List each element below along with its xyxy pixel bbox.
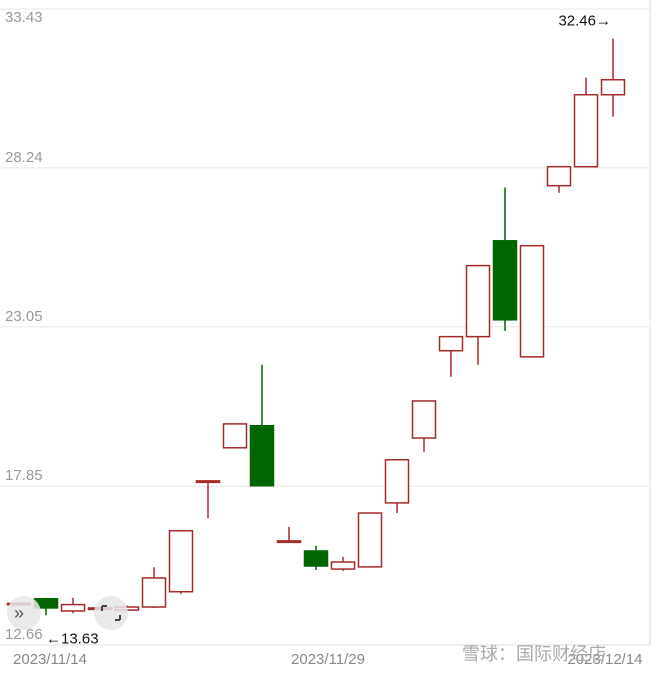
watermark: 雪球：国际财经店 — [462, 644, 606, 664]
candle-body — [438, 335, 464, 352]
candle-body — [195, 480, 221, 484]
candle-body — [546, 165, 572, 187]
x-tick-label: 2023/12/14 — [567, 651, 642, 668]
candle-body — [141, 577, 167, 608]
candle-body — [411, 400, 437, 439]
candle-body — [600, 78, 626, 96]
candle-body — [249, 425, 275, 487]
candle-body — [222, 423, 248, 449]
fullscreen-icon — [101, 605, 121, 621]
candle-body — [60, 603, 86, 612]
candle-body — [330, 561, 356, 570]
expand-icon: » — [14, 603, 24, 623]
fullscreen-button[interactable] — [94, 596, 128, 630]
candle-body — [276, 540, 302, 544]
plot-area: 12.66 17.85 23.05 28.24 33.43 2023/11/14 2023/… — [0, 8, 650, 668]
expand-button[interactable] — [7, 596, 41, 630]
candle-body — [573, 93, 599, 168]
annotation: 32.46→ — [558, 13, 611, 30]
candle-body — [519, 244, 545, 358]
y-tick-label: 17.85 — [5, 467, 43, 484]
x-tick-label: 2023/11/14 — [13, 651, 87, 668]
candle-body — [168, 530, 194, 593]
candle-body — [303, 550, 329, 567]
y-tick-label: 23.05 — [5, 308, 43, 325]
y-tick-label: 12.66 — [5, 626, 43, 643]
x-tick-label: 2023/11/29 — [291, 651, 365, 668]
candle-body — [357, 512, 383, 568]
y-tick-label: 33.43 — [5, 9, 43, 26]
candle-body — [465, 264, 491, 338]
y-tick-label: 28.24 — [5, 149, 43, 166]
candle-body — [384, 458, 410, 504]
annotation: ←13.63 — [46, 630, 99, 647]
candle-body — [492, 240, 518, 321]
